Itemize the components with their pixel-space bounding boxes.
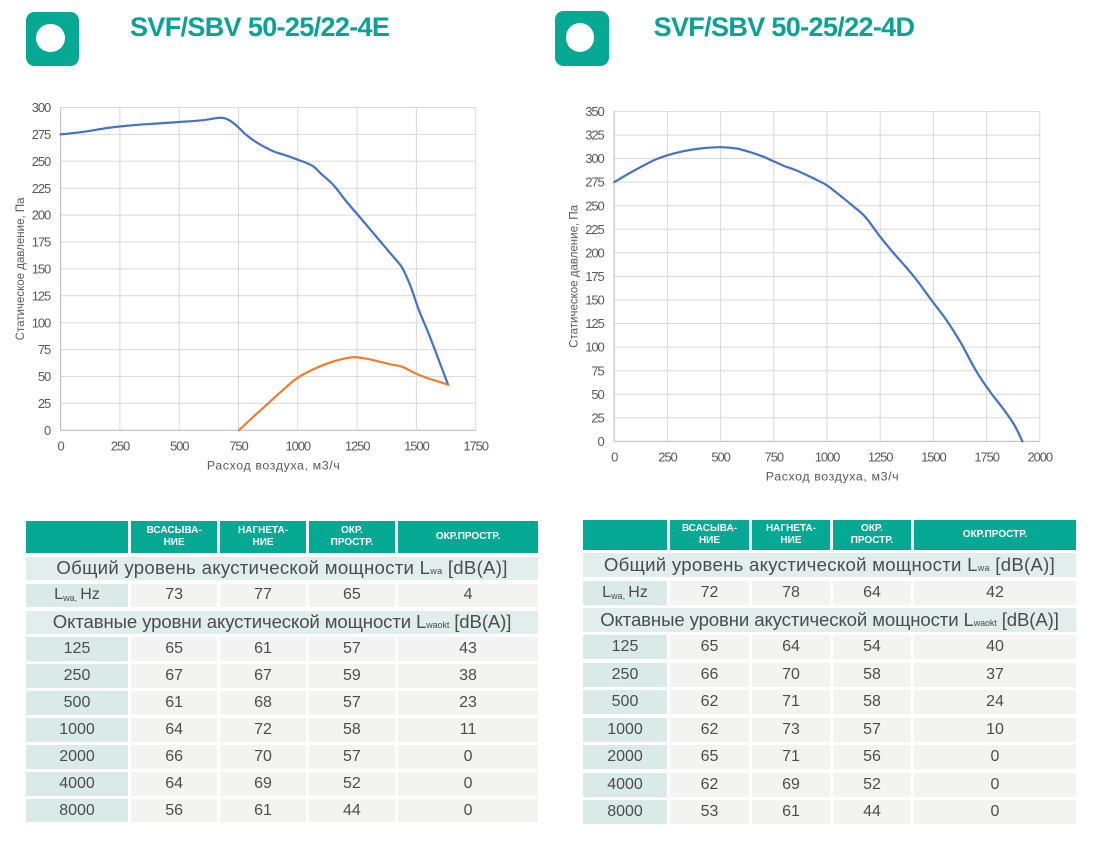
svg-text:175: 175 <box>585 269 604 284</box>
svg-text:250: 250 <box>658 449 677 464</box>
svg-text:1750: 1750 <box>463 438 488 453</box>
svg-text:200: 200 <box>585 245 604 260</box>
svg-text:Статическое давление, Па: Статическое давление, Па <box>569 204 581 347</box>
svg-text:100: 100 <box>32 315 51 330</box>
svg-text:225: 225 <box>585 222 604 237</box>
svg-text:0: 0 <box>44 423 51 438</box>
svg-text:750: 750 <box>765 449 784 464</box>
svg-text:250: 250 <box>585 198 604 213</box>
svg-text:300: 300 <box>32 100 51 115</box>
svg-text:250: 250 <box>32 154 51 169</box>
svg-text:275: 275 <box>585 175 604 190</box>
svg-text:Расход воздуха, м3/ч: Расход воздуха, м3/ч <box>207 458 340 472</box>
svg-text:50: 50 <box>591 387 604 402</box>
svg-text:2000: 2000 <box>1028 449 1053 464</box>
svg-text:500: 500 <box>170 438 189 453</box>
svg-text:350: 350 <box>585 104 604 119</box>
svg-text:1000: 1000 <box>815 449 840 464</box>
svg-text:50: 50 <box>38 369 51 384</box>
svg-text:125: 125 <box>585 316 604 331</box>
svg-text:250: 250 <box>111 438 130 453</box>
svg-text:325: 325 <box>585 128 604 143</box>
svg-text:0: 0 <box>611 449 618 464</box>
svg-text:200: 200 <box>32 208 51 223</box>
svg-text:25: 25 <box>38 396 51 411</box>
svg-text:150: 150 <box>585 293 604 308</box>
svg-text:225: 225 <box>32 181 51 196</box>
svg-text:500: 500 <box>711 449 730 464</box>
svg-text:150: 150 <box>32 262 51 277</box>
svg-text:75: 75 <box>38 342 51 357</box>
svg-text:300: 300 <box>585 151 604 166</box>
svg-text:Статическое давление, Па: Статическое давление, Па <box>15 197 27 340</box>
svg-text:100: 100 <box>585 340 604 355</box>
svg-text:1000: 1000 <box>286 438 311 453</box>
svg-text:Расход воздуха, м3/ч: Расход воздуха, м3/ч <box>766 469 899 483</box>
svg-text:0: 0 <box>58 438 65 453</box>
svg-text:25: 25 <box>591 410 604 425</box>
svg-text:750: 750 <box>229 438 248 453</box>
svg-text:175: 175 <box>32 235 51 250</box>
svg-text:275: 275 <box>32 127 51 142</box>
svg-text:1500: 1500 <box>404 438 429 453</box>
svg-text:75: 75 <box>591 363 604 378</box>
svg-text:1250: 1250 <box>868 449 893 464</box>
svg-text:1500: 1500 <box>921 449 946 464</box>
svg-text:125: 125 <box>32 288 51 303</box>
svg-text:1250: 1250 <box>345 438 370 453</box>
svg-text:1750: 1750 <box>974 449 999 464</box>
svg-text:0: 0 <box>598 434 605 449</box>
